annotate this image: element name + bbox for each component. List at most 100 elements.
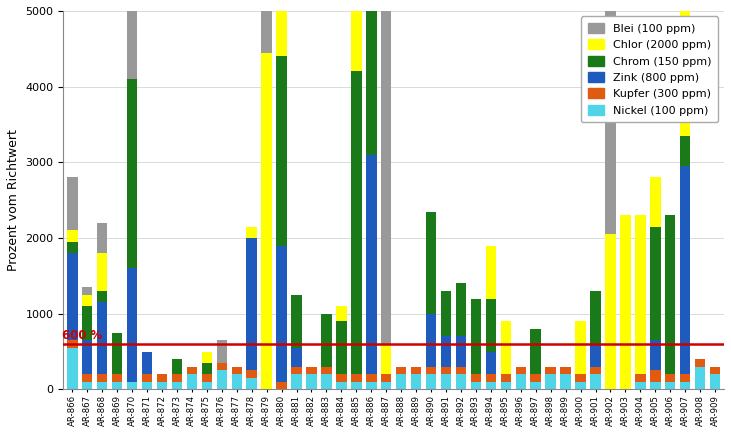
Bar — [396, 367, 406, 374]
Bar — [67, 242, 77, 253]
Bar — [605, 234, 616, 389]
Bar — [82, 306, 93, 340]
Bar — [142, 382, 152, 389]
Bar — [650, 382, 661, 389]
Bar — [67, 253, 77, 340]
Legend: Blei (100 ppm), Chlor (2000 ppm), Chrom (150 ppm), Zink (800 ppm), Kupfer (300 p: Blei (100 ppm), Chlor (2000 ppm), Chrom … — [581, 16, 719, 122]
Bar — [411, 374, 421, 389]
Bar — [531, 329, 541, 374]
Bar — [127, 382, 137, 389]
Bar — [262, 52, 272, 389]
Bar — [321, 374, 332, 389]
Bar — [336, 306, 346, 321]
Bar — [97, 382, 107, 389]
Bar — [216, 363, 227, 371]
Bar — [575, 374, 586, 382]
Bar — [216, 340, 227, 363]
Bar — [501, 382, 511, 389]
Bar — [172, 382, 182, 389]
Bar — [485, 382, 496, 389]
Bar — [67, 348, 77, 389]
Bar — [441, 367, 451, 374]
Bar — [381, 0, 392, 344]
Bar — [635, 215, 645, 374]
Bar — [605, 0, 616, 234]
Bar — [67, 178, 77, 230]
Bar — [276, 246, 287, 382]
Bar — [127, 79, 137, 268]
Bar — [561, 374, 571, 389]
Bar — [561, 367, 571, 374]
Bar — [366, 382, 376, 389]
Bar — [366, 155, 376, 374]
Bar — [620, 215, 631, 389]
Bar — [455, 367, 466, 374]
Bar — [501, 321, 511, 374]
Bar — [455, 374, 466, 389]
Bar — [455, 336, 466, 367]
Bar — [366, 374, 376, 382]
Bar — [82, 295, 93, 306]
Bar — [650, 371, 661, 382]
Bar — [650, 226, 661, 340]
Bar — [67, 340, 77, 348]
Bar — [97, 253, 107, 291]
Bar — [426, 367, 436, 374]
Bar — [545, 374, 556, 389]
Bar — [336, 374, 346, 382]
Bar — [276, 0, 287, 56]
Bar — [485, 374, 496, 382]
Bar — [471, 382, 481, 389]
Bar — [575, 321, 586, 374]
Bar — [262, 0, 272, 52]
Bar — [531, 382, 541, 389]
Bar — [441, 374, 451, 389]
Bar — [515, 374, 526, 389]
Bar — [381, 374, 392, 382]
Bar — [82, 340, 93, 374]
Bar — [202, 363, 212, 374]
Bar — [426, 313, 436, 367]
Bar — [575, 382, 586, 389]
Bar — [142, 352, 152, 374]
Bar — [246, 238, 257, 371]
Bar — [545, 367, 556, 374]
Bar — [531, 374, 541, 382]
Bar — [650, 178, 661, 226]
Bar — [366, 0, 376, 155]
Bar — [471, 374, 481, 382]
Bar — [710, 367, 720, 374]
Bar — [680, 136, 690, 166]
Bar — [501, 374, 511, 382]
Bar — [202, 374, 212, 382]
Bar — [665, 382, 675, 389]
Bar — [97, 374, 107, 382]
Bar — [246, 226, 257, 238]
Bar — [292, 348, 302, 367]
Bar — [336, 382, 346, 389]
Bar — [142, 374, 152, 382]
Bar — [441, 336, 451, 367]
Bar — [276, 382, 287, 389]
Bar — [232, 374, 242, 389]
Bar — [292, 295, 302, 348]
Bar — [156, 374, 167, 382]
Bar — [455, 284, 466, 336]
Bar — [112, 333, 122, 374]
Bar — [97, 291, 107, 302]
Bar — [82, 382, 93, 389]
Bar — [590, 344, 601, 367]
Bar — [351, 374, 362, 382]
Bar — [246, 371, 257, 378]
Bar — [67, 230, 77, 242]
Bar — [680, 374, 690, 382]
Bar — [680, 0, 690, 136]
Bar — [351, 0, 362, 71]
Bar — [276, 56, 287, 246]
Bar — [127, 268, 137, 382]
Bar — [351, 382, 362, 389]
Bar — [381, 382, 392, 389]
Bar — [306, 367, 317, 374]
Bar — [292, 367, 302, 374]
Bar — [246, 378, 257, 389]
